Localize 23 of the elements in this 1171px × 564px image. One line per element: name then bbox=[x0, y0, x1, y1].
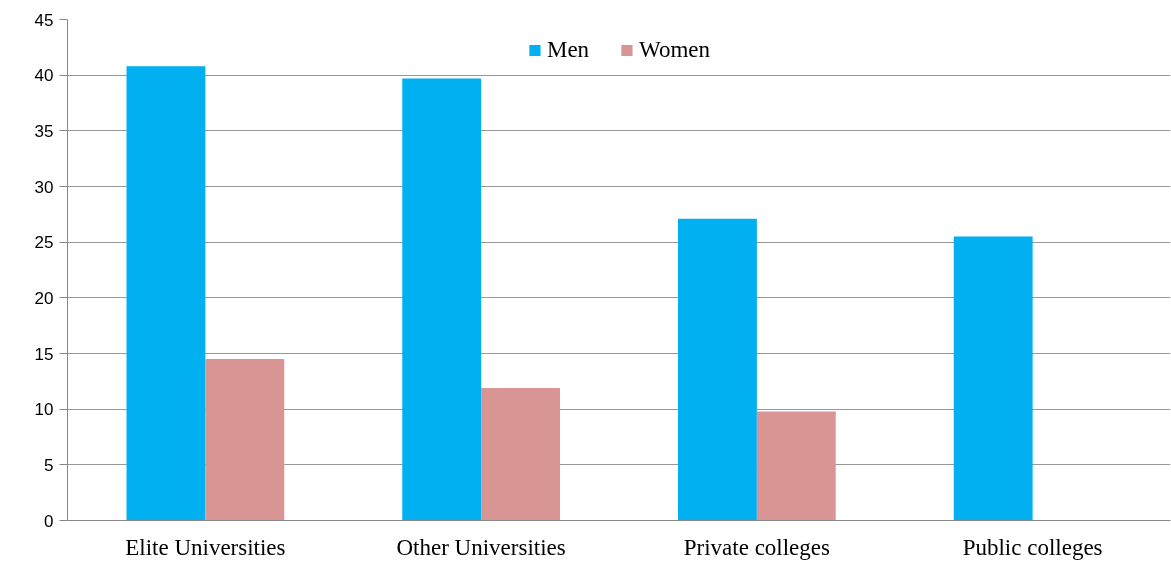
legend-label: Men bbox=[546, 37, 590, 63]
y-tick-label: 20 bbox=[34, 288, 54, 308]
y-tick-label: 45 bbox=[34, 10, 54, 30]
bar bbox=[205, 359, 285, 521]
bar bbox=[678, 218, 757, 521]
y-tick-label: 0 bbox=[44, 511, 54, 531]
x-tick-label: Private colleges bbox=[683, 534, 831, 560]
y-tick-label: 35 bbox=[34, 121, 54, 141]
y-tick-label: 15 bbox=[34, 344, 54, 364]
y-tick-label: 5 bbox=[44, 455, 54, 475]
x-tick-label: Other Universities bbox=[396, 534, 566, 560]
x-tick-label: Public colleges bbox=[962, 534, 1103, 560]
bar bbox=[126, 66, 206, 521]
legend-label: Women bbox=[639, 37, 711, 63]
bar bbox=[756, 411, 836, 521]
x-tick-label: Elite Universities bbox=[125, 534, 286, 560]
y-tick-label: 10 bbox=[34, 400, 54, 420]
bar bbox=[402, 78, 482, 521]
bar bbox=[953, 236, 1033, 521]
y-tick-label: 30 bbox=[34, 177, 54, 197]
y-tick-label: 40 bbox=[34, 66, 54, 86]
bar bbox=[481, 388, 560, 521]
y-tick-label: 25 bbox=[34, 233, 54, 253]
